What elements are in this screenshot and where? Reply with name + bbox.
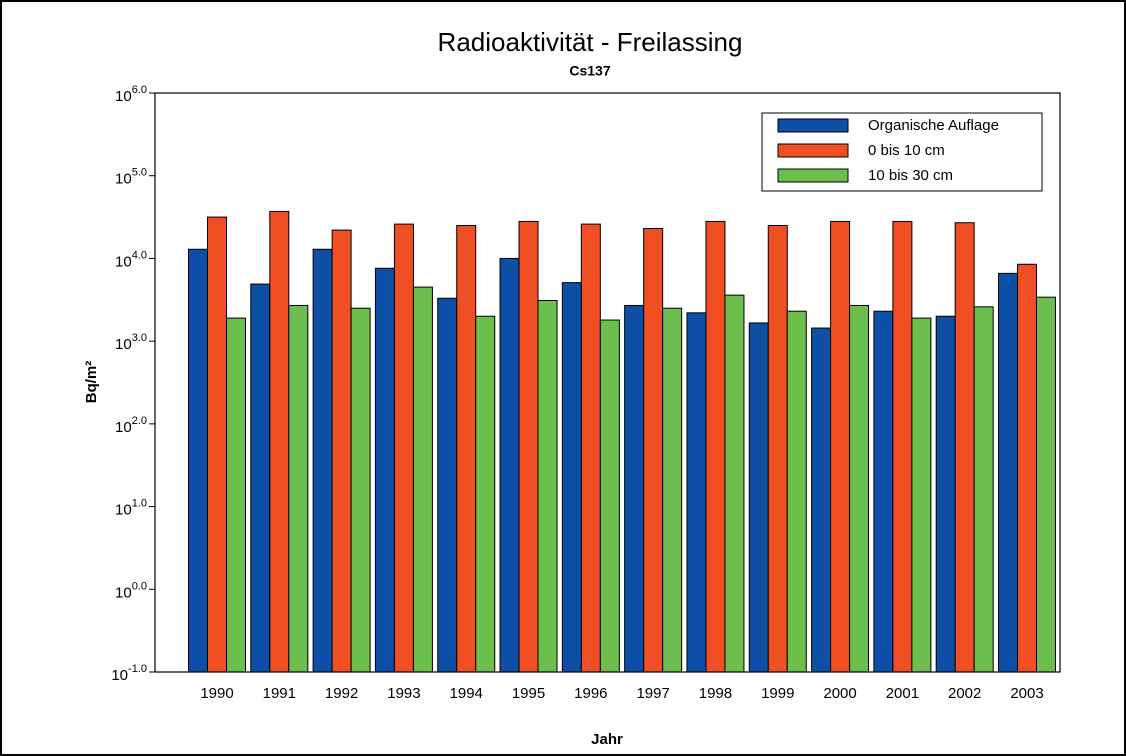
x-tick-label: 1999	[761, 685, 794, 702]
bar	[624, 304, 645, 673]
bar	[935, 315, 956, 673]
x-tick-label: 1994	[450, 685, 483, 702]
bar	[786, 310, 807, 673]
y-tick-label: 101.0	[115, 497, 147, 518]
x-tick-label: 1993	[387, 685, 420, 702]
bar	[705, 220, 726, 673]
x-tick-label: 1998	[699, 685, 732, 702]
bar	[207, 216, 227, 673]
x-tick-label: 1992	[325, 685, 358, 702]
bar	[599, 319, 620, 673]
bar	[849, 304, 870, 673]
bar	[518, 220, 539, 673]
bar	[643, 228, 664, 673]
bar	[288, 304, 309, 673]
bar	[499, 257, 520, 673]
legend-swatch	[777, 118, 849, 133]
y-tick-label: 104.0	[115, 249, 147, 270]
legend-label: Organische Auflage	[868, 117, 999, 134]
bar	[911, 317, 932, 673]
bar	[374, 267, 395, 673]
plot-frame	[154, 92, 1061, 673]
bar	[830, 220, 851, 673]
bar	[269, 210, 290, 673]
bar	[188, 248, 208, 673]
bar	[724, 294, 745, 673]
x-tick-label: 2003	[1010, 685, 1043, 702]
bar	[412, 286, 433, 673]
bar	[767, 225, 788, 673]
legend-swatch	[777, 143, 849, 158]
y-tick-label: 10-1.0	[111, 663, 147, 684]
legend-swatch	[777, 168, 849, 183]
bar	[350, 307, 371, 673]
x-tick-label: 2002	[948, 685, 981, 702]
bar	[892, 220, 913, 673]
y-tick-label: 106.0	[115, 84, 147, 105]
x-tick-label: 2001	[886, 685, 919, 702]
x-tick-label: 1997	[636, 685, 669, 702]
bar	[580, 223, 601, 673]
bar	[312, 248, 333, 673]
bar	[1036, 296, 1056, 673]
x-tick-label: 1995	[512, 685, 545, 702]
y-tick-label: 105.0	[115, 167, 147, 188]
bar	[437, 297, 458, 673]
bar	[662, 307, 683, 673]
bar	[226, 317, 246, 673]
y-axis-label: Bq/m²	[83, 361, 100, 404]
x-tick-label: 1991	[263, 685, 296, 702]
bar	[475, 315, 496, 673]
bar	[811, 327, 832, 673]
bar	[331, 229, 352, 673]
y-tick-label: 103.0	[115, 332, 147, 353]
bar	[393, 223, 414, 673]
bar	[973, 306, 994, 673]
bar	[250, 283, 271, 673]
bar	[456, 225, 477, 673]
bar	[998, 272, 1018, 673]
x-tick-label: 1990	[200, 685, 233, 702]
bar	[873, 310, 894, 673]
bar	[686, 312, 707, 673]
chart-title: Radioaktivität - Freilassing	[438, 27, 743, 57]
bar	[748, 322, 769, 673]
x-tick-label: 1996	[574, 685, 607, 702]
chart-subtitle: Cs137	[569, 63, 610, 79]
bar	[1017, 263, 1037, 673]
x-axis-label: Jahr	[591, 731, 623, 748]
legend-label: 10 bis 30 cm	[868, 167, 953, 184]
y-tick-label: 100.0	[115, 580, 147, 601]
x-tick-label: 2000	[823, 685, 856, 702]
y-tick-label: 102.0	[115, 415, 147, 436]
bar	[537, 300, 558, 673]
legend-label: 0 bis 10 cm	[868, 142, 945, 159]
bar	[561, 282, 582, 673]
bar	[954, 222, 975, 673]
